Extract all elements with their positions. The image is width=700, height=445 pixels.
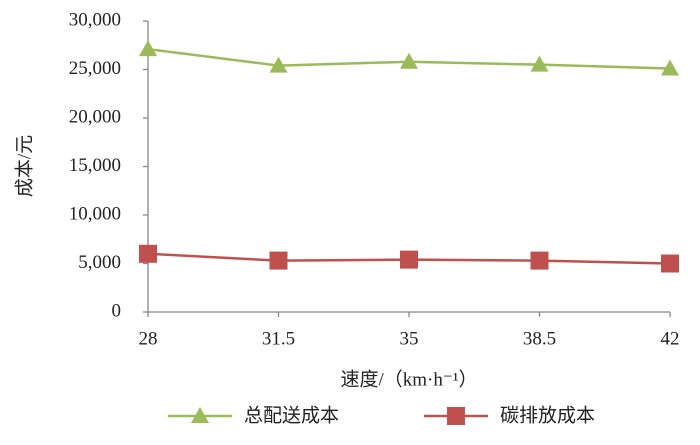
x-tick-label: 31.5: [262, 328, 295, 349]
y-tick-label: 15,000: [69, 155, 121, 176]
y-tick-label: 25,000: [69, 58, 121, 79]
y-tick-label: 0: [112, 300, 122, 321]
y-axis-label: 成本/元: [13, 135, 35, 197]
legend-label: 碳排放成本: [500, 405, 595, 427]
y-tick-label: 30,000: [69, 9, 121, 30]
legend-marker: [191, 407, 209, 423]
data-point: [139, 244, 157, 263]
legend-marker: [447, 407, 465, 425]
data-point: [139, 40, 157, 57]
legend-label: 总配送成本: [244, 405, 339, 427]
data-point: [400, 250, 418, 269]
x-tick-label: 42: [661, 328, 680, 349]
y-tick-label: 5,000: [78, 252, 121, 273]
data-point: [530, 55, 549, 72]
x-tick-label: 28: [139, 328, 158, 349]
data-point: [530, 251, 549, 270]
data-point: [661, 59, 679, 76]
data-point: [400, 52, 418, 69]
x-axis-label: 速度/（km·h⁻¹）: [340, 368, 477, 390]
data-point: [269, 251, 288, 270]
data-point: [661, 254, 679, 273]
x-tick-label: 38.5: [523, 328, 556, 349]
y-tick-label: 10,000: [69, 203, 121, 224]
y-tick-label: 20,000: [69, 106, 121, 127]
x-tick-label: 35: [400, 328, 419, 349]
data-point: [269, 56, 288, 73]
